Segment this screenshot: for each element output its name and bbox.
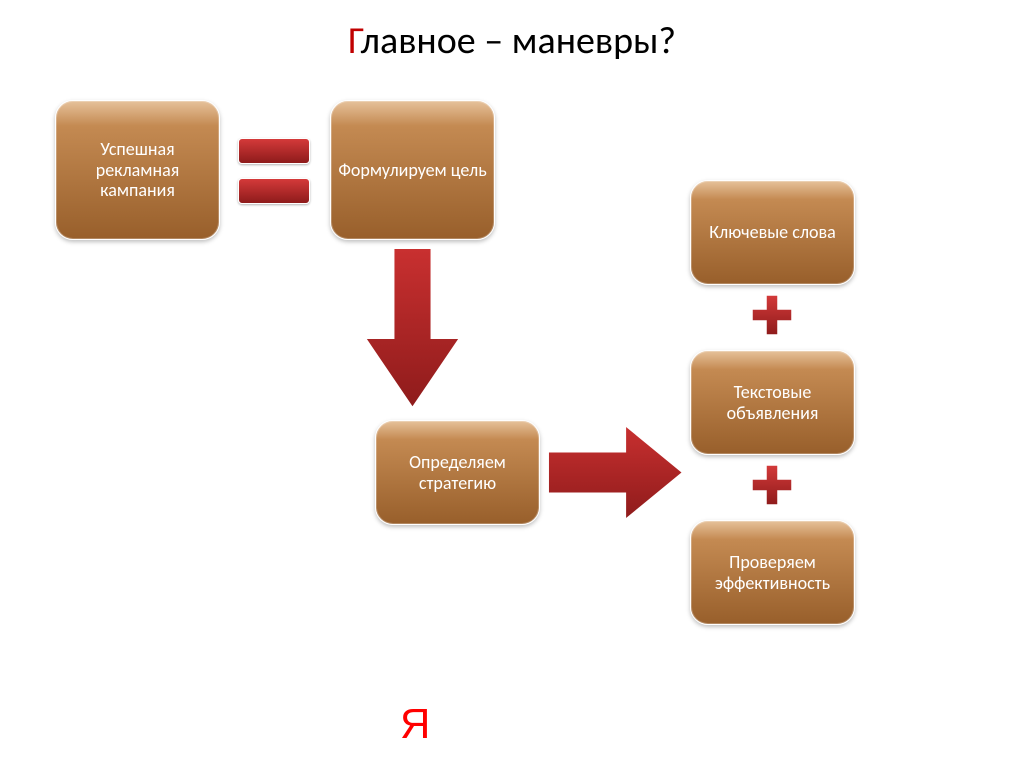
node-check-label: Проверяем эффективность bbox=[697, 552, 848, 593]
arrow-right bbox=[548, 425, 683, 520]
node-ads: Текстовые объявления bbox=[690, 350, 855, 455]
node-check: Проверяем эффективность bbox=[690, 520, 855, 625]
plus-icon-1 bbox=[752, 295, 792, 335]
node-strategy-label: Определяем стратегию bbox=[382, 452, 533, 493]
node-campaign: Успешная рекламная кампания bbox=[55, 100, 220, 240]
equals-bar-bottom bbox=[238, 178, 310, 204]
slide-title: Главное – маневры? bbox=[0, 18, 1024, 64]
plus-icon-2 bbox=[752, 465, 792, 505]
node-strategy: Определяем стратегию bbox=[375, 420, 540, 525]
node-ads-label: Текстовые объявления bbox=[697, 382, 848, 423]
yandex-mark: Я bbox=[400, 700, 430, 748]
node-keywords-label: Ключевые слова bbox=[709, 222, 836, 243]
equals-bar-top bbox=[238, 138, 310, 164]
node-campaign-label: Успешная рекламная кампания bbox=[62, 139, 213, 201]
node-goal: Формулируем цель bbox=[330, 100, 495, 240]
title-first-letter: Г bbox=[348, 18, 361, 64]
title-rest: лавное – маневры? bbox=[361, 18, 676, 64]
node-keywords: Ключевые слова bbox=[690, 180, 855, 285]
node-goal-label: Формулируем цель bbox=[338, 160, 486, 181]
arrow-down bbox=[365, 248, 460, 408]
